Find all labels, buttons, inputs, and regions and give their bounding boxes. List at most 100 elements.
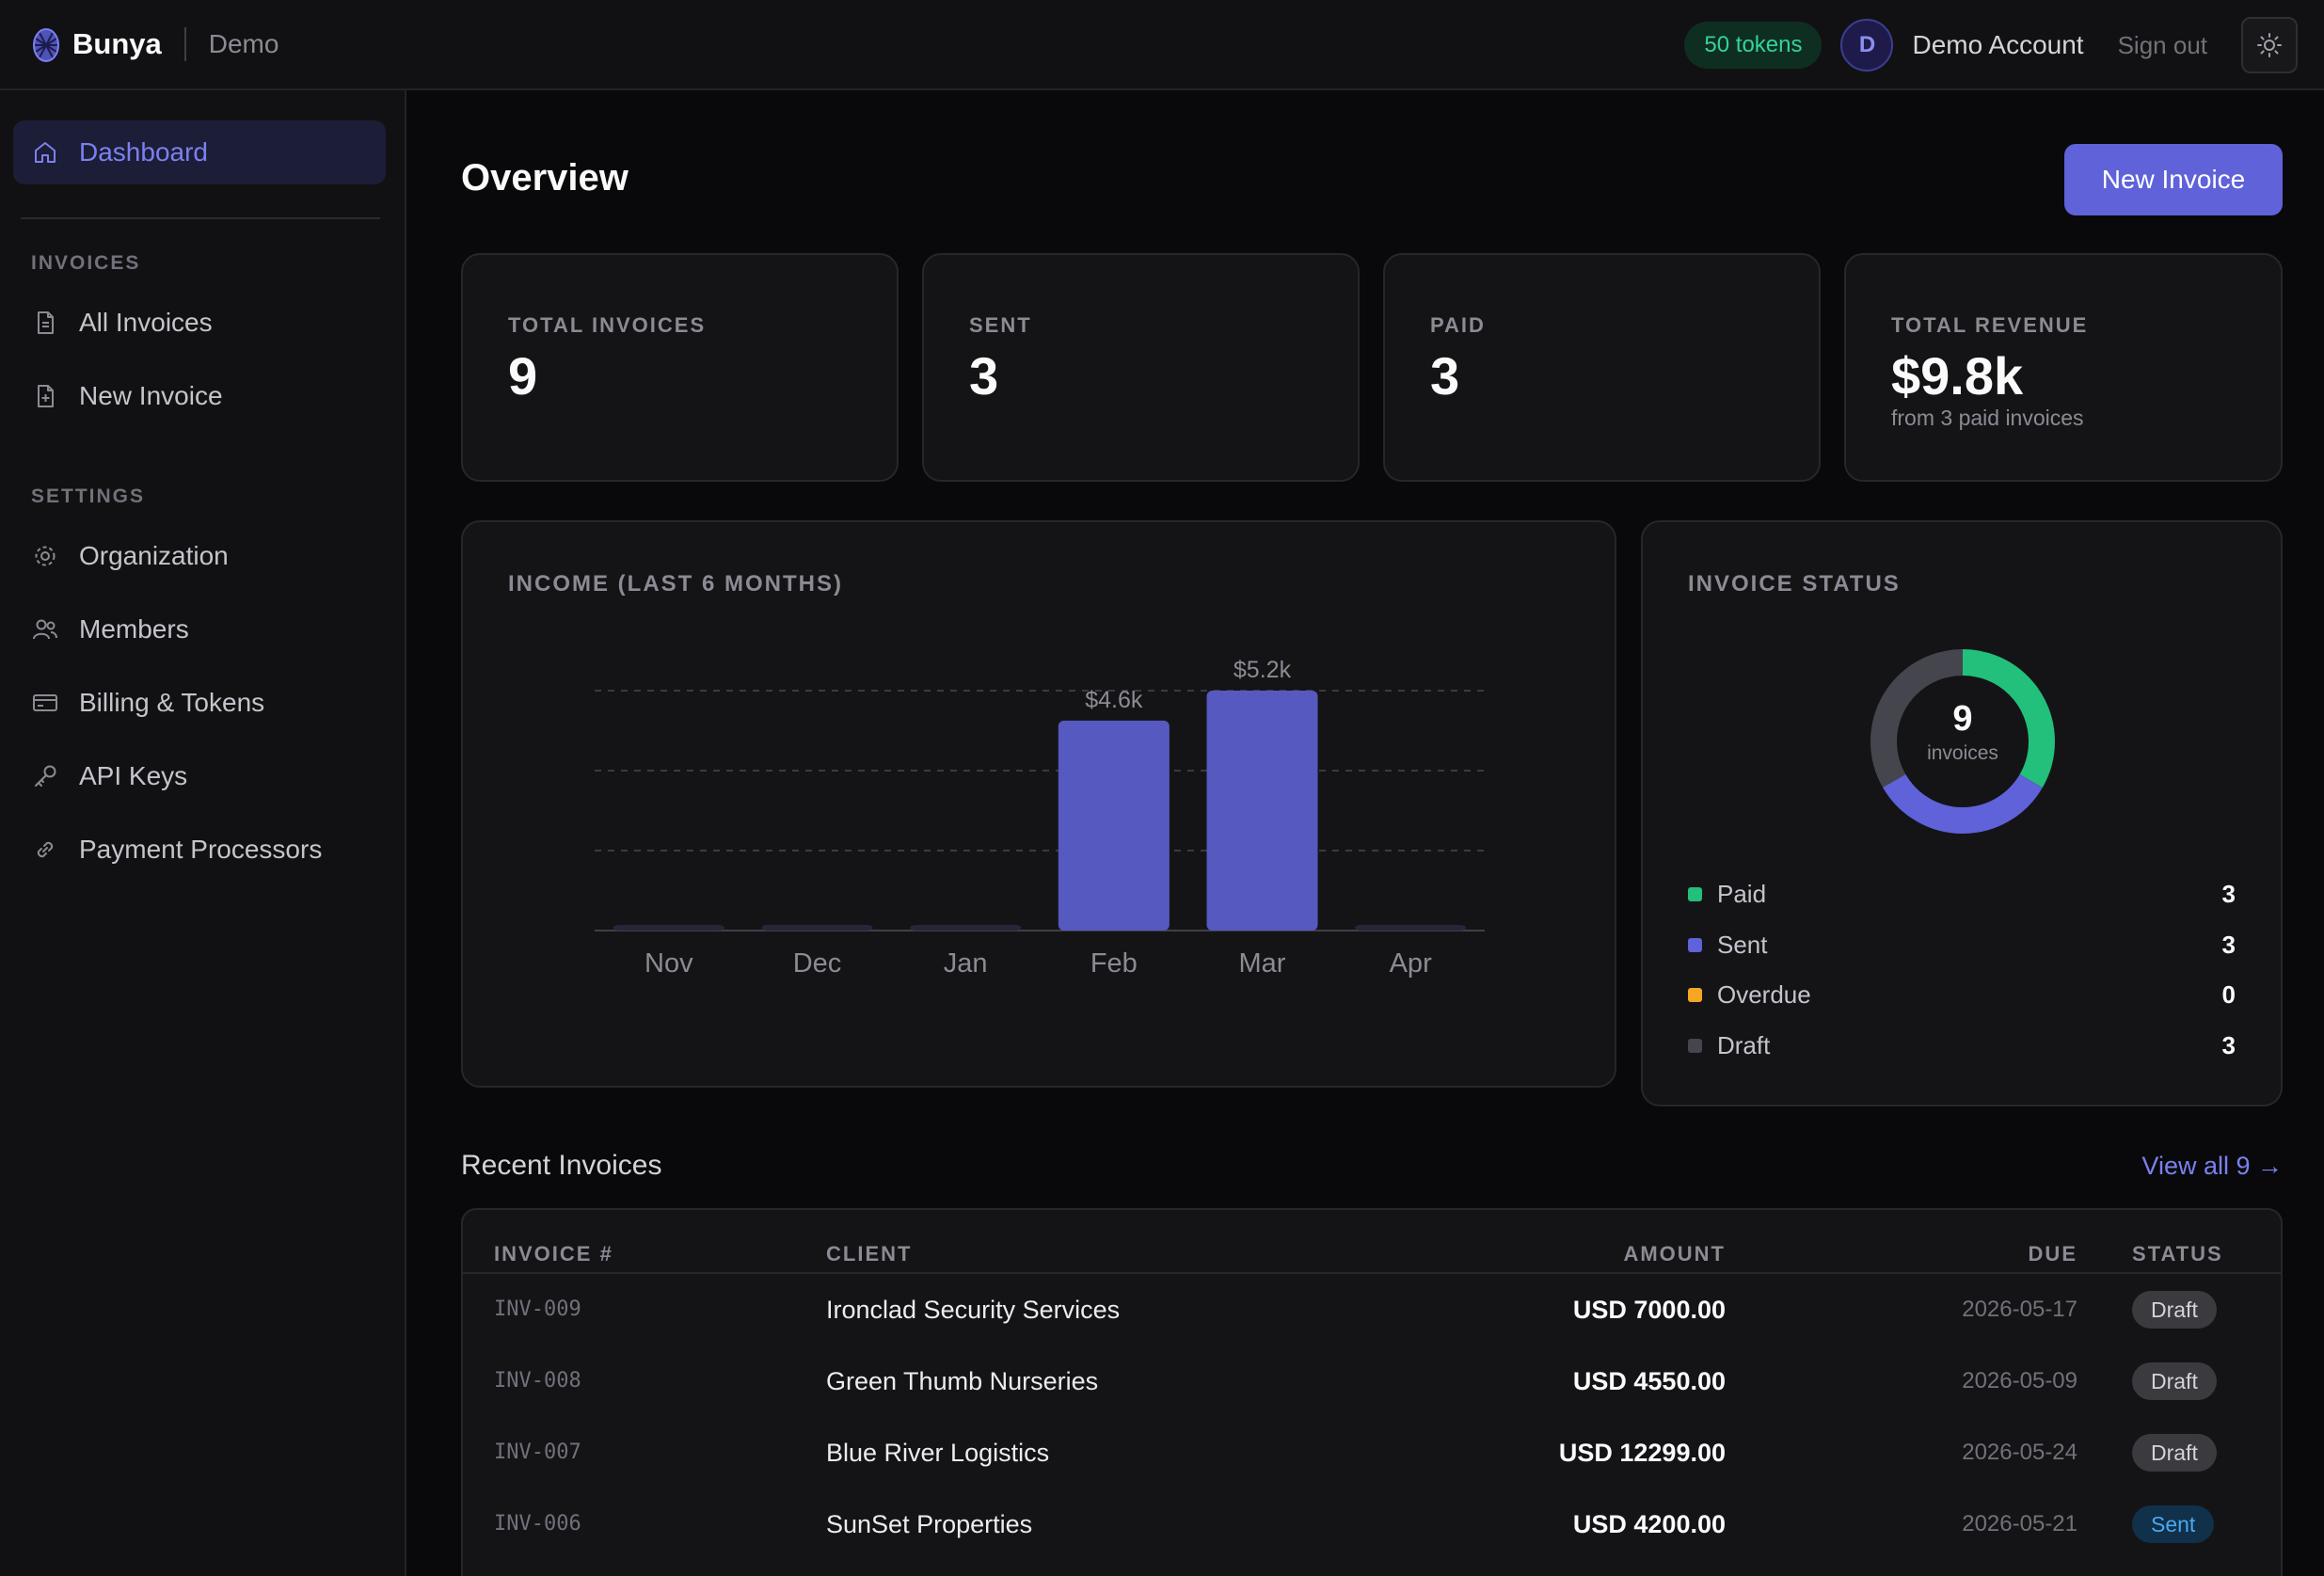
- status-badge: Draft: [2132, 1434, 2217, 1472]
- income-bar-chart: Nov Dec Jan Feb $4.6k Mar $5.2k Apr: [595, 657, 1485, 979]
- legend-swatch: [1688, 937, 1702, 952]
- sidebar-item-label: Billing & Tokens: [79, 688, 265, 717]
- chart-title: INCOME (LAST 6 MONTHS): [508, 571, 843, 597]
- donut-slice-sent[interactable]: [1870, 649, 2055, 834]
- status-badge: Draft: [2132, 1362, 2217, 1400]
- invoice-number[interactable]: INV-006: [494, 1512, 581, 1536]
- invoice-amount: USD 12299.00: [1558, 1439, 1726, 1467]
- chart-bar-nov[interactable]: [613, 925, 724, 931]
- credit-card-icon: [33, 694, 57, 711]
- new-invoice-button[interactable]: New Invoice: [2064, 144, 2283, 215]
- chart-bar-dec[interactable]: [761, 925, 873, 931]
- stat-value: 3: [1430, 346, 1460, 406]
- legend-count: 0: [2221, 979, 2236, 1009]
- document-icon: [38, 311, 54, 334]
- sidebar-item-label: Members: [79, 614, 189, 644]
- table-header-divider: [463, 1272, 2281, 1274]
- column-header-due[interactable]: DUE: [2028, 1242, 2077, 1266]
- sidebar-item-payment-processors[interactable]: Payment Processors: [13, 818, 386, 882]
- table-row[interactable]: INV-009 Ironclad Security Services USD 7…: [463, 1274, 2281, 1345]
- invoice-status-card: INVOICE STATUS 9 invoices Paid 3 Sent 3 …: [1641, 520, 2283, 1106]
- avatar[interactable]: D: [1840, 19, 1894, 72]
- invoice-number[interactable]: INV-008: [494, 1369, 581, 1393]
- sidebar-item-label: Organization: [79, 541, 229, 570]
- invoice-number[interactable]: INV-007: [494, 1441, 581, 1464]
- table-row[interactable]: INV-007 Blue River Logistics USD 12299.0…: [463, 1417, 2281, 1488]
- sidebar-divider: [21, 217, 380, 219]
- chart-bar-feb[interactable]: [1058, 720, 1170, 931]
- legend-item-overdue: Overdue 0: [1688, 976, 2236, 1013]
- column-header-amount[interactable]: AMOUNT: [1623, 1242, 1726, 1266]
- document-plus-icon: [38, 385, 54, 407]
- chart-bar-apr[interactable]: [1355, 925, 1467, 931]
- stat-label: TOTAL INVOICES: [508, 313, 707, 337]
- view-all-invoices-link[interactable]: View all 9 →: [2141, 1152, 2283, 1180]
- top-right-actions: 50 tokens D Demo Account Sign out: [1684, 0, 2298, 90]
- sidebar-item-label: API Keys: [79, 761, 188, 790]
- invoice-amount: USD 7000.00: [1572, 1296, 1726, 1324]
- column-header-client[interactable]: CLIENT: [826, 1242, 913, 1266]
- pinecone-logo-icon: [33, 28, 59, 62]
- invoice-client: Blue River Logistics: [826, 1439, 1050, 1467]
- account-name[interactable]: Demo Account: [1912, 30, 2084, 59]
- invoice-number[interactable]: INV-009: [494, 1297, 581, 1321]
- recent-invoices-title: Recent Invoices: [461, 1150, 662, 1181]
- sidebar-item-organization[interactable]: Organization: [13, 524, 386, 588]
- chart-tick-label: Jan: [944, 948, 988, 979]
- sidebar-item-all-invoices[interactable]: All Invoices: [13, 291, 386, 355]
- chart-tick-label: Nov: [645, 948, 693, 979]
- invoice-client: SunSet Properties: [826, 1510, 1033, 1538]
- invoice-due-date: 2026-05-17: [1962, 1297, 2077, 1322]
- chart-tick-label: Feb: [1090, 948, 1138, 979]
- stat-label: TOTAL REVENUE: [1891, 313, 2089, 337]
- sidebar-item-api-keys[interactable]: API Keys: [13, 744, 386, 808]
- brand[interactable]: Bunya: [31, 25, 162, 63]
- sidebar-section-settings: SETTINGS: [31, 486, 146, 507]
- brand-name: Bunya: [72, 27, 162, 60]
- donut-total-label: invoices: [1927, 742, 1998, 764]
- stat-label: PAID: [1430, 313, 1486, 337]
- chart-bar-jan[interactable]: [910, 925, 1022, 931]
- home-icon: [35, 142, 56, 163]
- legend-count: 3: [2221, 1030, 2236, 1059]
- legend-name: Paid: [1717, 879, 1767, 908]
- invoice-client: Green Thumb Nurseries: [826, 1367, 1099, 1395]
- status-donut-chart: 9 invoices: [1870, 649, 2055, 834]
- sidebar: Dashboard INVOICES All Invoices New Invo…: [0, 90, 406, 1576]
- donut-slice-draft[interactable]: [1870, 649, 2055, 834]
- sidebar-item-billing[interactable]: Billing & Tokens: [13, 671, 386, 735]
- tokens-badge[interactable]: 50 tokens: [1684, 22, 1823, 69]
- column-header-invoice-number[interactable]: INVOICE #: [494, 1242, 613, 1266]
- legend-count: 3: [2221, 879, 2236, 908]
- theme-toggle-button[interactable]: [2241, 17, 2298, 73]
- legend-item-draft: Draft 3: [1688, 1027, 2236, 1064]
- status-badge: Draft: [2132, 1291, 2217, 1329]
- chart-bar-mar[interactable]: [1206, 691, 1318, 931]
- sidebar-item-label: All Invoices: [79, 308, 213, 337]
- stat-card-total-invoices: TOTAL INVOICES 9: [461, 253, 899, 482]
- sidebar-item-members[interactable]: Members: [13, 597, 386, 661]
- sidebar-item-new-invoice[interactable]: New Invoice: [13, 364, 386, 428]
- chart-tick-label: Dec: [793, 948, 842, 979]
- link-icon: [37, 841, 54, 858]
- status-badge: Sent: [2132, 1505, 2215, 1543]
- legend-swatch: [1688, 886, 1702, 901]
- invoice-amount: USD 4550.00: [1572, 1367, 1726, 1395]
- users-icon: [33, 619, 57, 640]
- legend-item-sent: Sent 3: [1688, 926, 2236, 963]
- invoice-client: Ironclad Security Services: [826, 1296, 1121, 1324]
- chart-data-label: $5.2k: [1234, 657, 1292, 683]
- stat-card-paid: PAID 3: [1383, 253, 1821, 482]
- recent-invoices-table: INVOICE # CLIENT AMOUNT DUE STATUS INV-0…: [461, 1208, 2283, 1576]
- invoice-due-date: 2026-05-09: [1962, 1368, 2077, 1393]
- table-row[interactable]: INV-008 Green Thumb Nurseries USD 4550.0…: [463, 1345, 2281, 1417]
- sidebar-item-dashboard[interactable]: Dashboard: [13, 120, 386, 184]
- invoice-due-date: 2026-05-24: [1962, 1440, 2077, 1465]
- gear-icon: [35, 546, 56, 566]
- legend-name: Sent: [1717, 930, 1768, 959]
- table-row[interactable]: INV-006 SunSet Properties USD 4200.00 20…: [463, 1488, 2281, 1560]
- sign-out-link[interactable]: Sign out: [2117, 30, 2207, 59]
- stat-value: 9: [508, 346, 538, 406]
- column-header-status[interactable]: STATUS: [2132, 1242, 2223, 1266]
- brand-divider: [183, 27, 186, 61]
